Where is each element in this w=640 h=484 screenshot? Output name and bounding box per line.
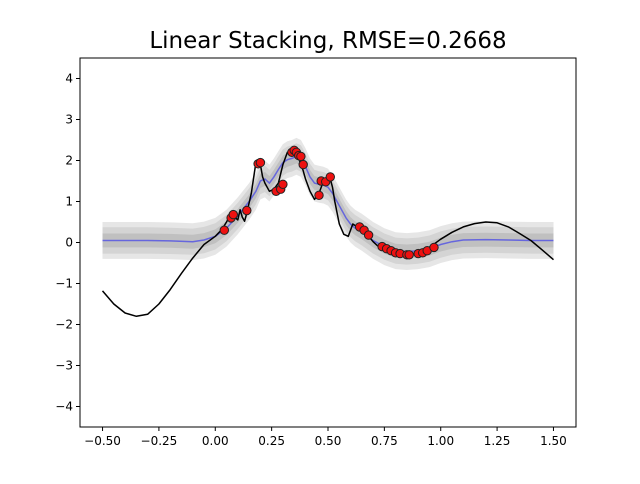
- observation-point: [255, 157, 266, 168]
- x-tick-label: −0.50: [84, 434, 121, 448]
- observation-point: [298, 159, 308, 170]
- y-tick-label: 4: [65, 72, 73, 86]
- y-tick-label: 1: [65, 195, 73, 209]
- y-tick-label: 2: [65, 154, 73, 168]
- plot-area: −0.50 −0.25 0.00 0.25 0.50 0.75 1.00 1.25 1.50 −4…: [55, 57, 577, 448]
- x-tick-label: 0.50: [315, 434, 342, 448]
- x-tick-label: 1.50: [540, 434, 567, 448]
- observation-point: [296, 151, 306, 162]
- observation-point: [429, 242, 439, 253]
- x-tick-label: 1.00: [427, 434, 454, 448]
- observation-point: [228, 209, 239, 220]
- x-tick-label: −0.25: [141, 434, 178, 448]
- observation-point: [363, 230, 374, 240]
- observation-point: [219, 225, 230, 235]
- observation-point: [404, 250, 414, 260]
- x-tick-label: 0.75: [371, 434, 398, 448]
- y-tick-label: −1: [55, 277, 73, 291]
- y-tick-label: −4: [55, 400, 73, 414]
- x-tick-label: 1.25: [484, 434, 511, 448]
- x-tick-label: 0.00: [202, 434, 229, 448]
- uncertainty-band-inner: [102, 149, 554, 259]
- y-tick-label: 3: [65, 113, 73, 127]
- chart-title: Linear Stacking, RMSE=0.2668: [149, 28, 506, 54]
- observation-point: [278, 179, 288, 190]
- y-tick-label: −2: [55, 318, 73, 332]
- x-tick-label: 0.25: [258, 434, 285, 448]
- y-tick-label: −3: [55, 359, 73, 373]
- y-tick-label: 0: [65, 236, 73, 250]
- observation-point: [242, 205, 252, 216]
- observation-point: [314, 190, 324, 201]
- observation-point: [325, 172, 335, 182]
